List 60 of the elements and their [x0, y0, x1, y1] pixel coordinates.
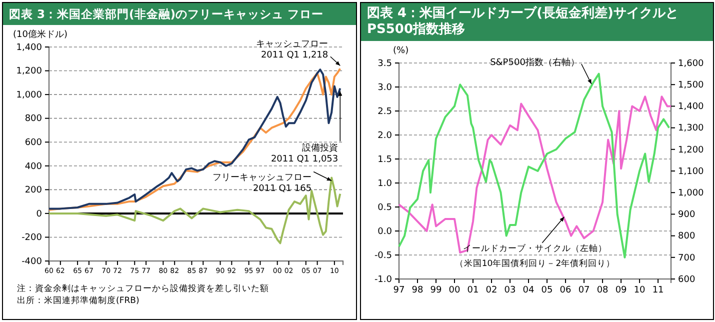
y2-tick-label: 700 — [678, 253, 696, 264]
y-tick-label: 200 — [24, 186, 42, 196]
y-tick-label: 1,200 — [16, 66, 42, 77]
chart-title: 図表 4：米国イールドカーブ(長短金利差)サイクルとPS500指数推移 — [361, 3, 713, 41]
x-tick-label: 97 — [393, 285, 405, 296]
y-tick-label: 0 — [36, 209, 42, 220]
x-tick-label: 05 — [541, 285, 553, 296]
annotation: （米国10年国債利回り－2年債利回り） — [454, 258, 616, 270]
x-tick-label: 09 — [615, 285, 628, 296]
y-tick-label: 3.5 — [378, 58, 392, 69]
x-tick-label: 07 — [578, 285, 590, 296]
x-tick-label: 08 — [596, 285, 609, 296]
y-tick-label: 600 — [24, 138, 42, 148]
y-tick-label: -200 — [22, 233, 42, 244]
y-tick-label: -1.0 — [374, 274, 392, 285]
x-tick-label: 02 — [486, 285, 498, 296]
y2-tick-label: 1,500 — [678, 80, 704, 90]
y-tick-label: 3.0 — [378, 82, 392, 93]
y2-tick-label: 1,600 — [678, 58, 704, 69]
y-axis-title: (10億米ドル) — [13, 29, 68, 40]
y2-tick-label: 1,400 — [678, 102, 704, 112]
text: 出所：米国連邦準備制度(FRB) — [17, 295, 140, 306]
annotation: フリーキャッシュフロー 2011 Q1 165 — [212, 172, 312, 194]
y2-tick-label: 800 — [678, 232, 696, 242]
y-tick-label: -400 — [22, 256, 42, 267]
x-tick-label: 03 — [504, 285, 516, 296]
y-tick-label: 1,000 — [16, 90, 42, 100]
y-tick-label: 1.5 — [378, 154, 392, 165]
annotation: 設備投資 2011 Q1 1,053 — [270, 142, 338, 164]
y-tick-label: -0.5 — [374, 250, 392, 261]
y-axis-title: (%) — [393, 46, 409, 56]
y-tick-label: 2.0 — [378, 130, 392, 141]
x-tick-label: 99 — [430, 285, 442, 296]
y-tick-label: 1,400 — [16, 42, 42, 53]
annotation: キャッシュフロー 2011 Q1 1,218 — [256, 40, 328, 61]
y2-tick-label: 900 — [678, 210, 696, 220]
y2-tick-label: 600 — [678, 274, 696, 285]
chart-title: 図表 3：米国企業部門(非金融)のフリーキャッシュ フロー — [3, 3, 356, 25]
x-tick-label: 01 — [467, 285, 479, 296]
x-tick-label: 00 — [448, 285, 461, 296]
y2-tick-label: 1,300 — [678, 124, 704, 134]
y-tick-label: 1.0 — [378, 178, 392, 189]
x-tick-label: 11 — [652, 285, 664, 296]
x-tick-label: 06 — [560, 285, 572, 296]
x-tick-label: 98 — [412, 285, 424, 296]
annotation: イールドカーブ・サイクル（左軸） — [463, 242, 607, 254]
y-tick-label: 0.5 — [378, 202, 392, 213]
line-series — [398, 96, 672, 254]
y2-tick-label: 1,200 — [678, 145, 704, 156]
line-series — [398, 72, 670, 258]
y-tick-label: 800 — [24, 114, 42, 124]
y2-tick-label: 1,000 — [678, 188, 704, 198]
annotation: S&P500指数（右軸） — [490, 57, 580, 68]
y-tick-label: 400 — [24, 162, 42, 172]
y-tick-label: 2.5 — [378, 106, 392, 117]
x-tick-label: 04 — [522, 285, 535, 296]
text: 注：資金余剰はキャッシュフローから設備投資を差し引いた額 — [17, 283, 269, 294]
y2-tick-label: 1,100 — [678, 166, 704, 177]
y-tick-label: 0.0 — [378, 226, 392, 237]
x-tick-label: 10 — [634, 285, 646, 296]
